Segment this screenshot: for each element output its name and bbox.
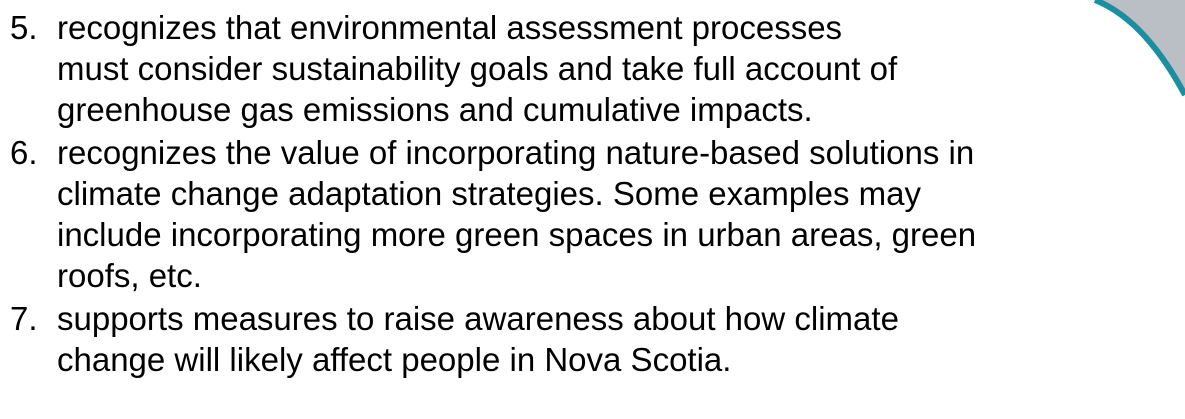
list-item: 5. recognizes that environmental assessme… [0,7,976,130]
item-text-line: change will likely affect people in Nova… [57,339,976,380]
item-text-line: supports measures to raise awareness abo… [57,298,976,339]
numbered-list: 5. recognizes that environmental assessme… [0,7,976,382]
corner-image [1095,0,1185,95]
corner-decoration [1085,0,1185,100]
item-text-line: must consider sustainability goals and t… [57,48,976,89]
list-item: 7. supports measures to raise awareness a… [0,298,976,380]
item-text-line: recognizes that environmental assessment… [57,7,976,48]
item-number: 5. [10,7,38,48]
item-number: 6. [10,132,38,173]
list-item: 6. recognizes the value of incorporating … [0,132,976,296]
item-text-line: greenhouse gas emissions and cumulative … [57,89,976,130]
item-text-line: roofs, etc. [57,255,976,296]
item-text-line: include incorporating more green spaces … [57,214,976,255]
page: 5. recognizes that environmental assessme… [0,0,1185,419]
item-number: 7. [10,298,38,339]
item-text-line: recognizes the value of incorporating na… [57,132,976,173]
item-text-line: climate change adaptation strategies. So… [57,173,976,214]
